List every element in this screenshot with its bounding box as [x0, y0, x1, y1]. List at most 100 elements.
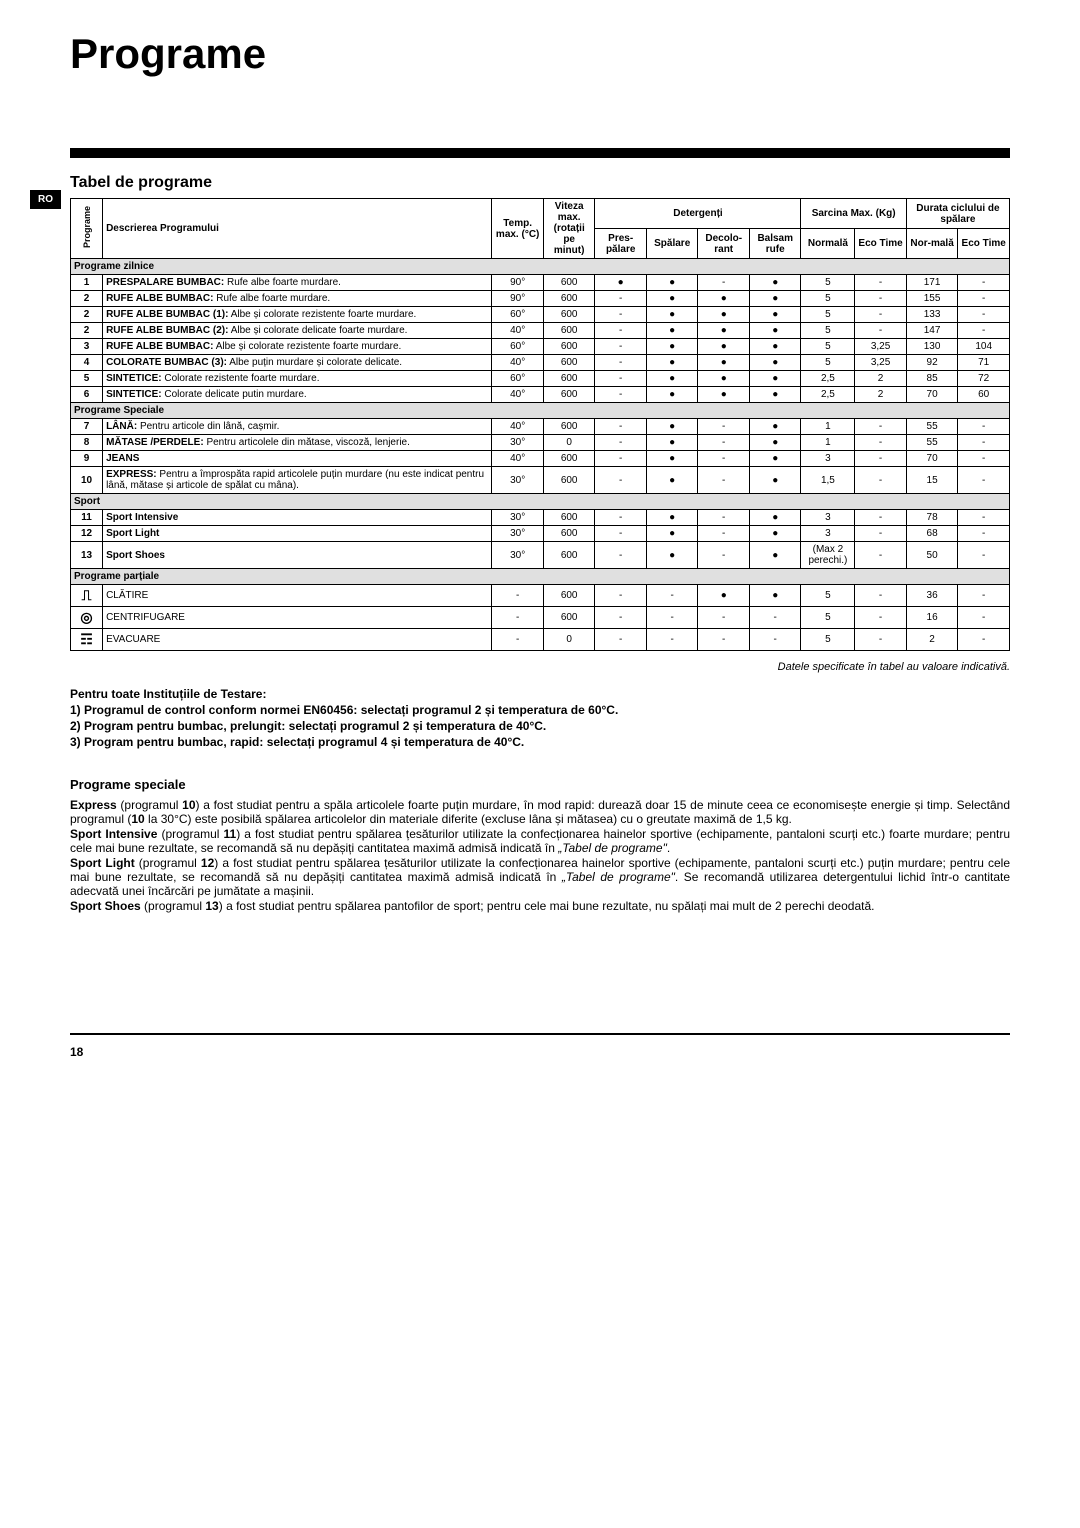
cell-pre: ●	[595, 275, 647, 291]
cell-soft: ●	[749, 451, 801, 467]
cell-wash: ●	[646, 275, 698, 291]
cell-pre: -	[595, 339, 647, 355]
cell-temp: -	[492, 607, 544, 629]
cell-wash: -	[646, 585, 698, 607]
table-row: 13Sport Shoes30°600-●-●(Max 2 perechi.)-…	[71, 542, 1010, 569]
section-header: Programe zilnice	[71, 259, 1010, 275]
cell-speed: 600	[543, 607, 595, 629]
cell-bleach: ●	[698, 307, 750, 323]
program-icon: ◎	[71, 607, 103, 629]
table-row: 10EXPRESS: Pentru a împrospăta rapid art…	[71, 467, 1010, 494]
cell-wash: ●	[646, 307, 698, 323]
program-number: 2	[71, 307, 103, 323]
cell-temp: -	[492, 629, 544, 651]
header-eco: Eco Time	[855, 229, 907, 259]
cell-de: -	[958, 291, 1010, 307]
cell-eco: 2	[855, 387, 907, 403]
cell-speed: 600	[543, 371, 595, 387]
cell-eco: -	[855, 585, 907, 607]
program-desc: Sport Shoes	[103, 542, 492, 569]
cell-soft: -	[749, 629, 801, 651]
table-row: 2RUFE ALBE BUMBAC (2): Albe și colorate …	[71, 323, 1010, 339]
table-row: ◎CENTRIFUGARE-600----5-16-	[71, 607, 1010, 629]
cell-pre: -	[595, 607, 647, 629]
cell-speed: 600	[543, 355, 595, 371]
program-desc: RUFE ALBE BUMBAC (1): Albe și colorate r…	[103, 307, 492, 323]
cell-eco: 3,25	[855, 339, 907, 355]
testing-l1: 1) Programul de control conform normei E…	[70, 703, 1010, 717]
section-header: Programe Speciale	[71, 403, 1010, 419]
cell-bleach: -	[698, 467, 750, 494]
cell-pre: -	[595, 510, 647, 526]
cell-dn: 155	[906, 291, 958, 307]
cell-bleach: -	[698, 542, 750, 569]
program-desc: MĂTASE /PERDELE: Pentru articolele din m…	[103, 435, 492, 451]
program-number: 12	[71, 526, 103, 542]
body-p1: Express (programul 10) a fost studiat pe…	[70, 798, 1010, 826]
cell-bleach: -	[698, 275, 750, 291]
cell-soft: -	[749, 607, 801, 629]
divider-bar	[70, 148, 1010, 158]
program-icon: ⎍	[71, 585, 103, 607]
cell-bleach: -	[698, 510, 750, 526]
program-desc: EXPRESS: Pentru a împrospăta rapid artic…	[103, 467, 492, 494]
cell-norm: 2,5	[801, 371, 855, 387]
table-row: 9JEANS40°600-●-●3-70-	[71, 451, 1010, 467]
cell-temp: 40°	[492, 323, 544, 339]
cell-temp: 90°	[492, 275, 544, 291]
cell-speed: 600	[543, 307, 595, 323]
cell-dn: 36	[906, 585, 958, 607]
table-row: 6SINTETICE: Colorate delicate putin murd…	[71, 387, 1010, 403]
cell-soft: ●	[749, 585, 801, 607]
program-number: 8	[71, 435, 103, 451]
cell-temp: 40°	[492, 451, 544, 467]
cell-de: -	[958, 542, 1010, 569]
cell-dn: 130	[906, 339, 958, 355]
cell-bleach: ●	[698, 585, 750, 607]
body-text: Programe speciale Express (programul 10)…	[70, 777, 1010, 913]
table-row: 1PRESPALARE BUMBAC: Rufe albe foarte mur…	[71, 275, 1010, 291]
table-row: 2RUFE ALBE BUMBAC (1): Albe și colorate …	[71, 307, 1010, 323]
program-number: 5	[71, 371, 103, 387]
cell-wash: ●	[646, 339, 698, 355]
table-row: 4COLORATE BUMBAC (3): Albe puțin murdare…	[71, 355, 1010, 371]
header-detergents: Detergenți	[595, 199, 801, 229]
cell-bleach: ●	[698, 291, 750, 307]
cell-speed: 600	[543, 419, 595, 435]
cell-wash: ●	[646, 323, 698, 339]
cell-bleach: ●	[698, 323, 750, 339]
cell-de: -	[958, 435, 1010, 451]
cell-soft: ●	[749, 526, 801, 542]
cell-de: -	[958, 323, 1010, 339]
cell-norm: 3	[801, 526, 855, 542]
cell-norm: 2,5	[801, 387, 855, 403]
cell-pre: -	[595, 435, 647, 451]
cell-de: -	[958, 585, 1010, 607]
cell-de: -	[958, 307, 1010, 323]
cell-soft: ●	[749, 510, 801, 526]
cell-bleach: -	[698, 451, 750, 467]
program-desc: PRESPALARE BUMBAC: Rufe albe foarte murd…	[103, 275, 492, 291]
program-number: 6	[71, 387, 103, 403]
cell-norm: 5	[801, 607, 855, 629]
cell-dn: 171	[906, 275, 958, 291]
cell-temp: 40°	[492, 387, 544, 403]
cell-eco: -	[855, 607, 907, 629]
testing-block: Pentru toate Instituțiile de Testare: 1)…	[70, 687, 1010, 749]
cell-eco: 3,25	[855, 355, 907, 371]
cell-dn: 70	[906, 387, 958, 403]
cell-bleach: -	[698, 526, 750, 542]
program-desc: SINTETICE: Colorate delicate putin murda…	[103, 387, 492, 403]
cell-wash: ●	[646, 387, 698, 403]
header-wash: Spălare	[646, 229, 698, 259]
cell-wash: ●	[646, 451, 698, 467]
cell-norm: 5	[801, 585, 855, 607]
program-icon: ☶	[71, 629, 103, 651]
cell-temp: 30°	[492, 510, 544, 526]
cell-speed: 600	[543, 510, 595, 526]
cell-dn: 50	[906, 542, 958, 569]
note-right: Datele specificate în tabel au valoare i…	[70, 661, 1010, 673]
header-load: Sarcina Max. (Kg)	[801, 199, 906, 229]
cell-pre: -	[595, 467, 647, 494]
cell-temp: 90°	[492, 291, 544, 307]
